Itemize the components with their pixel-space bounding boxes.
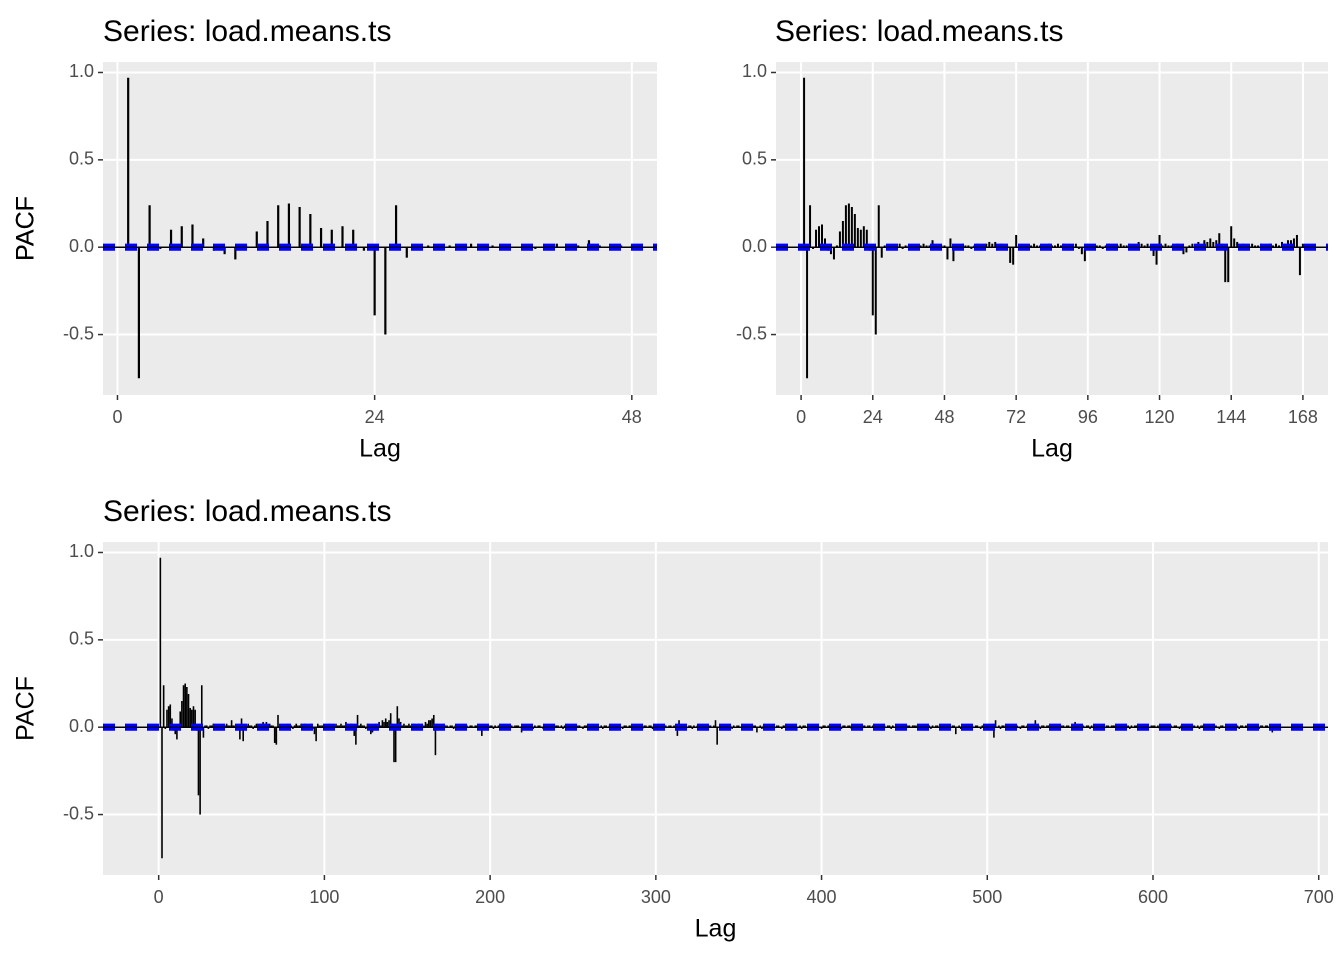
- plot-background: [776, 62, 1328, 395]
- x-tick-label: 48: [622, 407, 642, 427]
- y-tick-label: -0.5: [63, 803, 94, 823]
- chart-title: Series: load.means.ts: [775, 15, 1063, 48]
- y-axis-title: PACF: [12, 676, 40, 741]
- y-tick-label: 0.5: [69, 149, 94, 169]
- x-tick-label: 400: [807, 887, 837, 907]
- x-tick-label: 0: [796, 407, 806, 427]
- y-tick-label: 0.5: [742, 149, 767, 169]
- x-tick-label: 24: [863, 407, 883, 427]
- x-tick-label: 96: [1078, 407, 1098, 427]
- y-axis-title: PACF: [12, 196, 40, 261]
- y-tick-label: 0.5: [69, 629, 94, 649]
- y-tick-label: 1.0: [69, 61, 94, 81]
- y-tick-label: 0.0: [69, 236, 94, 256]
- x-tick-label: 0: [112, 407, 122, 427]
- plot-background: [103, 62, 657, 395]
- panel: -0.5 0.0 0.5 1.0 0 24 48 72 96 120 144 168 Series: l…: [12, 15, 1328, 463]
- x-axis-title: Lag: [359, 435, 401, 463]
- x-tick-label: 0: [154, 887, 164, 907]
- x-tick-label: 120: [1145, 407, 1175, 427]
- y-tick-label: 1.0: [742, 61, 767, 81]
- y-tick-label: 0.0: [69, 716, 94, 736]
- y-tick-label: 1.0: [69, 541, 94, 561]
- x-tick-label: 48: [934, 407, 954, 427]
- y-axis-title: PACF: [12, 196, 40, 261]
- x-tick-label: 300: [641, 887, 671, 907]
- panel: -0.5 0.0 0.5 1.0 0 100 200 300 400 500 600 700 Serie…: [12, 495, 1334, 943]
- x-tick-label: 168: [1288, 407, 1318, 427]
- panel: -0.5 0.0 0.5 1.0 0 24 48 Series: load.means.ts L…: [12, 15, 657, 463]
- y-tick-label: -0.5: [63, 323, 94, 343]
- x-axis-title: Lag: [1031, 435, 1073, 463]
- y-tick-label: 0.0: [742, 236, 767, 256]
- x-tick-label: 500: [972, 887, 1002, 907]
- x-tick-label: 72: [1006, 407, 1026, 427]
- y-tick-label: -0.5: [736, 323, 767, 343]
- x-tick-label: 24: [365, 407, 385, 427]
- x-tick-label: 144: [1216, 407, 1246, 427]
- x-tick-label: 100: [309, 887, 339, 907]
- chart-title: Series: load.means.ts: [103, 495, 391, 528]
- x-axis-title: Lag: [695, 915, 737, 943]
- x-tick-label: 700: [1304, 887, 1334, 907]
- plot-background: [103, 542, 1328, 875]
- x-tick-label: 200: [475, 887, 505, 907]
- x-tick-label: 600: [1138, 887, 1168, 907]
- chart-title: Series: load.means.ts: [103, 15, 391, 48]
